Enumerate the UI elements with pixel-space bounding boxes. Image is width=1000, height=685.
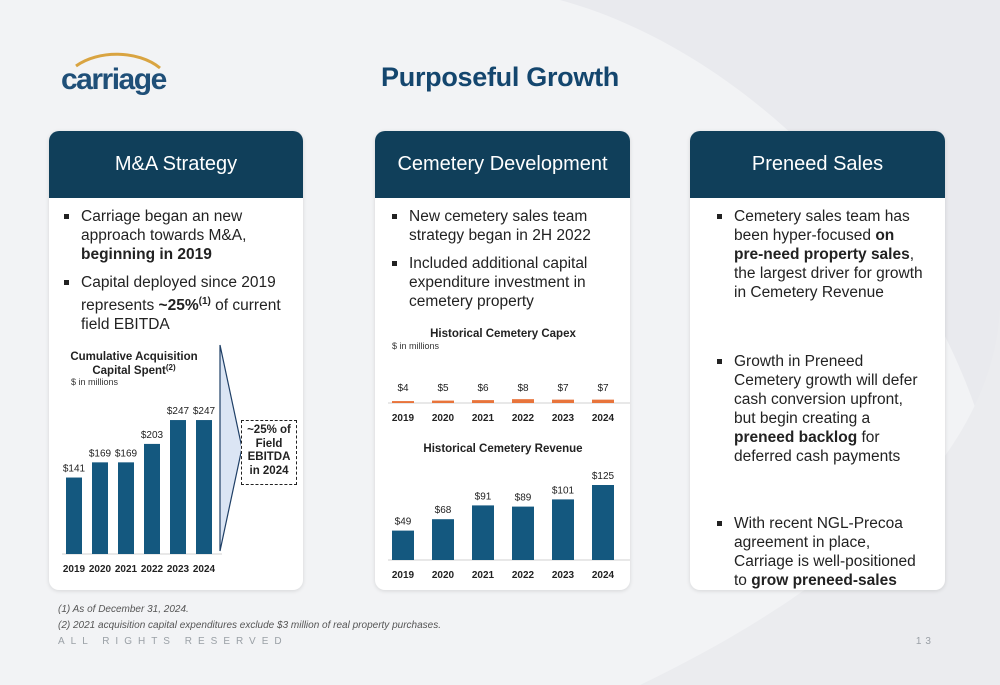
svg-text:carriage: carriage [61, 63, 167, 96]
page-number: 13 [915, 636, 935, 647]
tick-label: 2022 [512, 570, 535, 581]
bullet-item: Capital deployed since 2019 represents ~… [57, 273, 287, 334]
bar [512, 399, 534, 403]
page-title: Purposeful Growth [381, 62, 619, 92]
callout-line: EBITDA [247, 451, 291, 463]
tick-label: 2023 [552, 570, 575, 581]
bar [118, 462, 134, 554]
tick-label: 2021 [472, 570, 495, 581]
tick-label: 2022 [141, 564, 164, 575]
bar [472, 505, 494, 560]
card-header: M&A Strategy [49, 131, 303, 198]
bar [66, 477, 82, 554]
chart-title: Capital Spent(2) [92, 363, 176, 377]
data-label: $49 [395, 517, 412, 528]
tick-label: 2021 [472, 413, 495, 424]
data-label: $247 [167, 406, 190, 417]
rights-reserved: ALL RIGHTS RESERVED [58, 636, 288, 647]
bullet-item: New cemetery sales team strategy began i… [385, 207, 615, 245]
carriage-logo: carriage [58, 52, 168, 102]
bullet-item: Carriage began an new approach towards M… [57, 207, 287, 264]
ma-strategy-card: M&A Strategy Carriage began an new appro… [49, 131, 303, 590]
unit-note: $ in millions [71, 377, 119, 387]
bar [432, 519, 454, 560]
tick-label: 2019 [63, 564, 86, 575]
data-label: $169 [115, 448, 138, 459]
tick-label: 2024 [592, 570, 615, 581]
bar [472, 400, 494, 403]
bar [196, 420, 212, 554]
bar [432, 400, 454, 403]
callout-line: Field [255, 437, 283, 450]
preneed-bullets: Cemetery sales team has been hyper-focus… [710, 207, 925, 590]
bar [592, 485, 614, 560]
tick-label: 2024 [592, 413, 615, 424]
cemetery-revenue-chart: Historical Cemetery Revenue $49 2019 $68 202… [388, 443, 630, 581]
chart-title: Historical Cemetery Revenue [423, 443, 582, 455]
tick-label: 2020 [432, 413, 455, 424]
cemetery-development-card: Cemetery Development New cemetery sales … [375, 131, 630, 590]
data-label: $7 [557, 383, 569, 394]
bar [552, 399, 574, 403]
bullet-item: With recent NGL-Precoa agreement in plac… [710, 514, 925, 590]
data-label: $125 [592, 471, 615, 482]
data-label: $247 [193, 406, 216, 417]
callout-line: in 2024 [249, 464, 289, 477]
data-label: $4 [397, 383, 409, 394]
tick-label: 2024 [193, 564, 216, 575]
bar [392, 530, 414, 560]
bar [144, 443, 160, 554]
tick-label: 2020 [89, 564, 112, 575]
cemetery-bullets: New cemetery sales team strategy began i… [385, 207, 615, 320]
bullet-item: Cemetery sales team has been hyper-focus… [710, 207, 925, 302]
data-label: $91 [475, 491, 492, 502]
data-label: $8 [517, 383, 529, 394]
bullet-item: Included additional capital expenditure … [385, 254, 615, 311]
bar [592, 399, 614, 403]
data-label: $141 [63, 464, 86, 475]
callout-line: ~25% of [247, 424, 291, 436]
tick-label: 2021 [115, 564, 138, 575]
tick-label: 2020 [432, 570, 455, 581]
tick-label: 2019 [392, 413, 415, 424]
cemetery-capex-chart: Historical Cemetery Capex$ in millions $4… [388, 328, 630, 424]
bar [552, 499, 574, 560]
preneed-sales-card: Preneed Sales Cemetery sales team has be… [690, 131, 945, 590]
data-label: $6 [477, 383, 489, 394]
footnote-2: (2) 2021 acquisition capital expenditure… [58, 620, 441, 631]
data-label: $101 [552, 485, 575, 496]
chart-title: Cumulative Acquisition [70, 351, 197, 363]
arrow-shape [219, 344, 243, 552]
data-label: $5 [437, 383, 449, 394]
data-label: $89 [515, 493, 532, 504]
tick-label: 2019 [392, 570, 415, 581]
card-header: Preneed Sales [690, 131, 945, 198]
footnote-1: (1) As of December 31, 2024. [58, 604, 189, 615]
tick-label: 2023 [167, 564, 190, 575]
bar [170, 420, 186, 554]
bar [92, 462, 108, 554]
unit-note: $ in millions [392, 341, 440, 351]
data-label: $7 [597, 383, 609, 394]
bullet-item: Growth in Preneed Cemetery growth will d… [710, 352, 925, 466]
tick-label: 2023 [552, 413, 575, 424]
card-header: Cemetery Development [375, 131, 630, 198]
ma-bullets: Carriage began an new approach towards M… [57, 207, 287, 343]
chart-title: Historical Cemetery Capex [430, 328, 576, 340]
tick-label: 2022 [512, 413, 535, 424]
bar [512, 506, 534, 560]
data-label: $203 [141, 430, 164, 441]
data-label: $68 [435, 505, 452, 516]
bar [392, 401, 414, 403]
data-label: $169 [89, 448, 112, 459]
ebitda-callout: ~25% of Field EBITDA in 2024 [241, 420, 297, 485]
